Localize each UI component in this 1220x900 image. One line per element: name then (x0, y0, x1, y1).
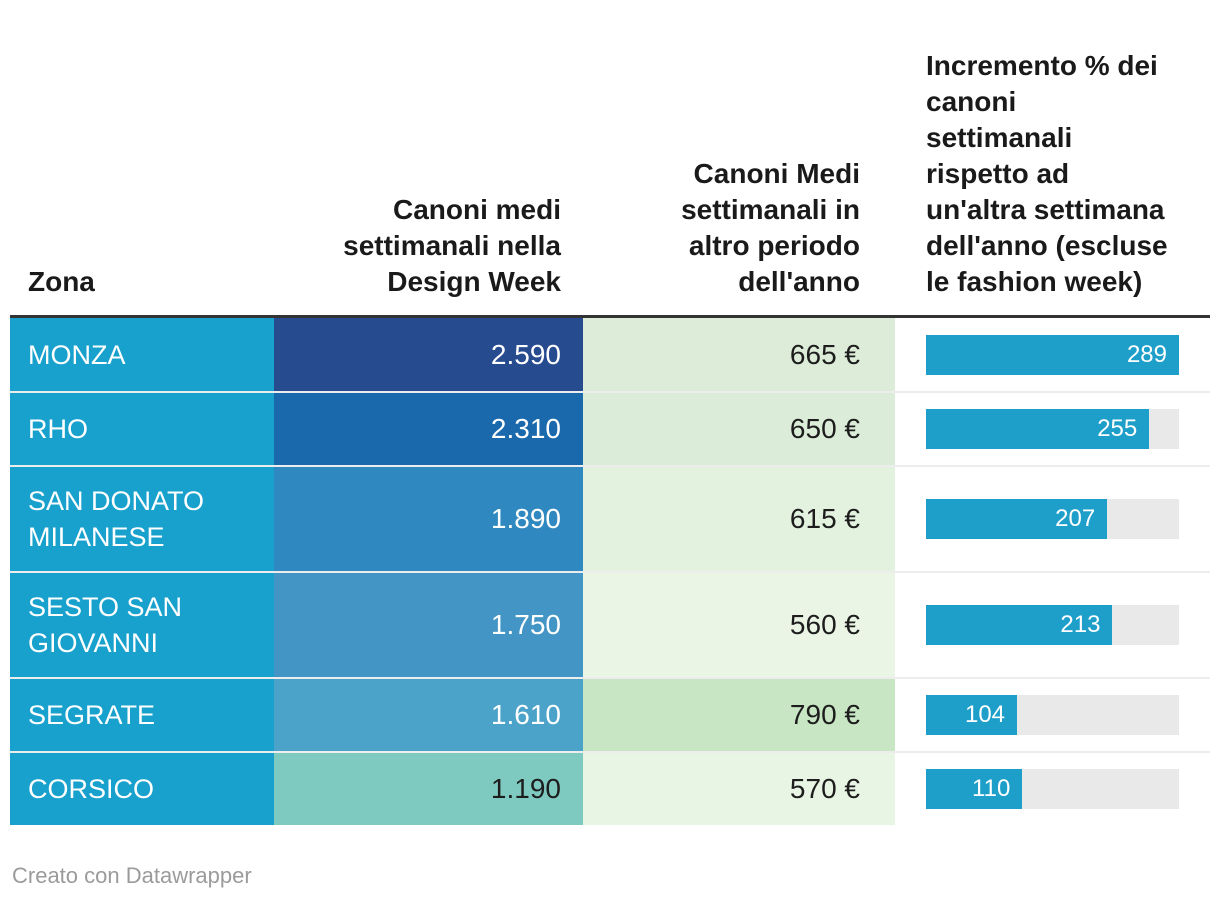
table-row: RHO 2.310 650 € 255 (10, 391, 1210, 465)
bar-value-label: 207 (1055, 505, 1096, 532)
bar-fill: 289 (926, 334, 1179, 375)
cell-altro-periodo: 615 € (583, 467, 895, 571)
cell-incremento: 207 (895, 467, 1210, 571)
bar-value-label: 110 (972, 775, 1011, 802)
bar-value-label: 255 (1097, 415, 1138, 442)
cell-altro-periodo: 790 € (583, 679, 895, 751)
bar-fill: 104 (926, 695, 1018, 735)
table-row: SEGRATE 1.610 790 € 104 (10, 677, 1210, 751)
cell-zona: SESTO SAN GIOVANNI (10, 573, 274, 677)
cell-altro-periodo: 570 € (583, 753, 895, 825)
bar-track: 289 (926, 334, 1179, 375)
datawrapper-attribution-link[interactable]: Creato con Datawrapper (12, 863, 252, 888)
cell-altro-periodo: 560 € (583, 573, 895, 677)
cell-incremento: 213 (895, 573, 1210, 677)
header-design-week: Canoni medi settimanali nella Design Wee… (343, 194, 561, 297)
bar-track: 207 (926, 499, 1179, 539)
datawrapper-table: Zona Canoni medi settimanali nella Desig… (10, 0, 1210, 889)
cell-incremento: 255 (895, 393, 1210, 465)
cell-design-week: 1.610 (274, 679, 583, 751)
header-incremento: Incremento % dei canoni settimanali risp… (926, 50, 1168, 297)
bar-track: 104 (926, 695, 1179, 735)
cell-altro-periodo: 650 € (583, 393, 895, 465)
bar-fill: 110 (926, 769, 1023, 809)
bar-fill: 213 (926, 605, 1113, 645)
table-row: SESTO SAN GIOVANNI 1.750 560 € 213 (10, 571, 1210, 677)
cell-design-week: 2.310 (274, 393, 583, 465)
bar-value-label: 289 (1126, 340, 1167, 368)
bar-value-label: 104 (964, 701, 1006, 728)
bar-track: 110 (926, 769, 1179, 809)
cell-incremento: 110 (895, 753, 1210, 825)
cell-incremento: 104 (895, 679, 1210, 751)
cell-design-week: 1.890 (274, 467, 583, 571)
bar-value-label: 213 (1060, 611, 1101, 638)
cell-incremento: 289 (895, 318, 1210, 391)
cell-design-week: 2.590 (274, 318, 583, 391)
table-row: SAN DONATO MILANESE 1.890 615 € 207 (10, 465, 1210, 571)
table-header: Zona Canoni medi settimanali nella Desig… (10, 0, 1210, 318)
header-altro-periodo: Canoni Medi settimanali in altro periodo… (681, 158, 860, 297)
cell-zona: CORSICO (10, 753, 274, 825)
cell-altro-periodo: 665 € (583, 318, 895, 391)
table-row: CORSICO 1.190 570 € 110 (10, 751, 1210, 825)
cell-design-week: 1.750 (274, 573, 583, 677)
bar-track: 213 (926, 605, 1179, 645)
table-row: MONZA 2.590 665 € 289 (10, 318, 1210, 391)
bar-fill: 255 (926, 409, 1150, 449)
header-zona: Zona (28, 266, 95, 297)
bar-fill: 207 (926, 499, 1108, 539)
cell-zona: SAN DONATO MILANESE (10, 467, 274, 571)
bar-track: 255 (926, 409, 1179, 449)
cell-design-week: 1.190 (274, 753, 583, 825)
cell-zona: MONZA (10, 318, 274, 391)
cell-zona: SEGRATE (10, 679, 274, 751)
attribution: Creato con Datawrapper (12, 863, 1210, 889)
cell-zona: RHO (10, 393, 274, 465)
